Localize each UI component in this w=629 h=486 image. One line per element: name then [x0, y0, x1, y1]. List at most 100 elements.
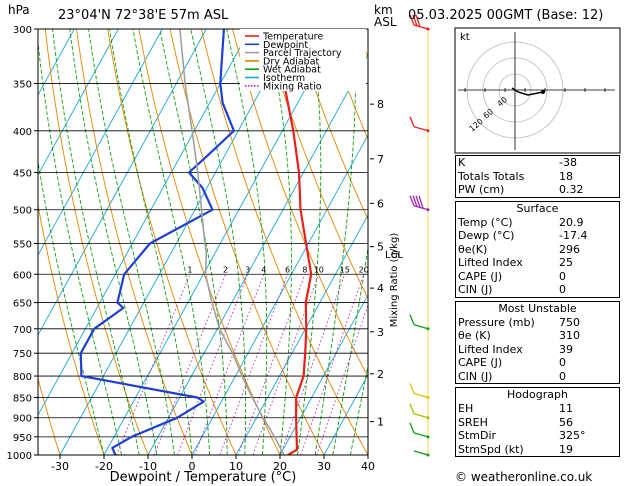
index-label: Temp (°C): [458, 215, 513, 229]
location-title: 23°04'N 72°38'E 57m ASL: [58, 8, 229, 23]
mixing-ratio-line: [153, 274, 227, 455]
hodograph-unit-label: kt: [460, 32, 470, 43]
wind-barb: [409, 195, 430, 212]
index-value: 310: [559, 329, 580, 342]
hodograph-box: Hodograph EH 11 SREH 56 StmDir 325° StmSpd (kt…: [455, 387, 620, 457]
index-row: θe(K) 296: [456, 243, 619, 257]
isotherm-line: [191, 134, 368, 455]
index-label: PW (cm): [458, 183, 505, 196]
series-parcel-trajectory: [179, 29, 285, 455]
mixing-ratio-label: 20: [359, 265, 369, 274]
wind-barb: [413, 450, 430, 457]
copyright-footer: © weatheronline.co.uk: [455, 470, 593, 484]
legend-background: [240, 29, 366, 91]
wind-barb: [409, 403, 430, 420]
index-row: Lifted Index 39: [456, 343, 619, 357]
surface-box: Surface Temp (°C) 20.9 Dewp (°C) -17.4 θe(K)…: [455, 200, 620, 298]
indices-box: K -38 Totals Totals 18 PW (cm) 0.32: [455, 155, 620, 198]
index-value: 56: [559, 415, 573, 429]
wet-adiabat-line: [349, 363, 368, 455]
index-label: SREH: [458, 415, 488, 429]
hpa-axis-label: hPa: [8, 3, 30, 17]
mixing-ratio-line: [300, 274, 365, 455]
isotherm-line: [59, 29, 295, 455]
hodograph-frame: [454, 27, 621, 154]
hodograph-title: Hodograph: [507, 388, 568, 401]
surface-title: Surface: [516, 201, 559, 215]
wind-barb: [409, 314, 430, 331]
km-tick-label: 2: [377, 368, 384, 381]
index-value: 0.32: [559, 183, 584, 196]
legend-label: Wet Adiabat: [263, 65, 321, 76]
index-row: StmSpd (kt) 19: [456, 443, 619, 457]
wind-barb: [409, 116, 430, 133]
dry-adiabat-line: [44, 29, 149, 455]
index-label: CAPE (J): [458, 269, 503, 283]
index-value: -38: [559, 156, 577, 169]
pressure-tick-label: 350: [13, 80, 32, 91]
km-tick-label: 5: [377, 241, 384, 254]
temperature-tick-label: 10: [229, 460, 243, 473]
temperature-tick-label: -10: [139, 460, 157, 473]
series-dewpoint: [79, 29, 235, 455]
km-tick-label: 3: [377, 326, 384, 339]
plot-area: 1 2 3 4 6 8 10 15 20 25: [38, 29, 369, 455]
mixing-ratio-label: 10: [314, 265, 324, 274]
legend-label: Isotherm: [263, 73, 305, 84]
legend-label: Dry Adiabat: [263, 56, 320, 67]
pressure-tick-label: 850: [13, 393, 32, 404]
temperature-tick-label: 40: [361, 460, 375, 473]
temperature-tick-label: -20: [95, 460, 113, 473]
legend-label: Temperature: [262, 32, 323, 43]
index-label: StmSpd (kt): [458, 442, 524, 456]
pressure-tick-label: 700: [13, 325, 32, 336]
wind-barb: [409, 14, 430, 31]
mixing-ratio-label: 1: [187, 265, 192, 274]
km-tick-label: 7: [377, 153, 384, 166]
wet-adiabat-line: [226, 29, 268, 455]
temperature-tick-label: 0: [189, 460, 196, 473]
pressure-tick-label: 300: [13, 25, 32, 36]
index-value: 20.9: [559, 215, 584, 229]
index-row: Pressure (mb) 750: [456, 316, 619, 330]
km-tick-label: 6: [377, 197, 384, 210]
mixing-ratio-line: [280, 274, 346, 455]
index-value: 39: [559, 342, 573, 356]
isotherm-line: [323, 374, 368, 455]
isotherm-line: [38, 29, 75, 96]
legend-label: Parcel Trajectory: [263, 48, 342, 59]
index-value: 18: [559, 169, 573, 183]
mixing-ratio-label: 4: [261, 265, 266, 274]
pressure-tick-label: 950: [13, 433, 32, 444]
index-label: K: [458, 156, 466, 169]
wind-barb: [409, 422, 430, 439]
wet-adiabat-line: [38, 158, 105, 455]
index-row: Temp (°C) 20.9: [456, 216, 619, 230]
index-row: K -38: [456, 156, 619, 170]
index-row: Totals Totals 18: [456, 170, 619, 184]
index-label: Dewp (°C): [458, 229, 515, 242]
index-label: θe (K): [458, 329, 491, 342]
index-row: CIN (J) 0: [456, 370, 619, 384]
index-row: CAPE (J) 0: [456, 356, 619, 370]
pressure-tick-label: 400: [13, 127, 32, 138]
dry-adiabat-line: [294, 29, 368, 221]
pressure-tick-label: 450: [13, 168, 32, 179]
index-row: EH 11: [456, 402, 619, 416]
pressure-tick-label: 800: [13, 372, 32, 383]
legend-label: Mixing Ratio: [263, 81, 322, 92]
index-row: StmDir 325°: [456, 429, 619, 443]
temperature-tick-label: 20: [273, 460, 287, 473]
pressure-tick-label: 750: [13, 349, 32, 360]
index-value: 25: [559, 256, 573, 269]
mixing-ratio-label: 2: [223, 265, 228, 274]
pressure-tick-label: 500: [13, 206, 32, 217]
index-value: 11: [559, 402, 573, 415]
wet-adiabat-line: [332, 245, 368, 455]
x-axis-title: Dewpoint / Temperature (°C): [110, 470, 297, 485]
km-axis-label: km: [374, 3, 393, 17]
index-label: Totals Totals: [458, 169, 525, 183]
asl-axis-label: ASL: [374, 15, 397, 29]
